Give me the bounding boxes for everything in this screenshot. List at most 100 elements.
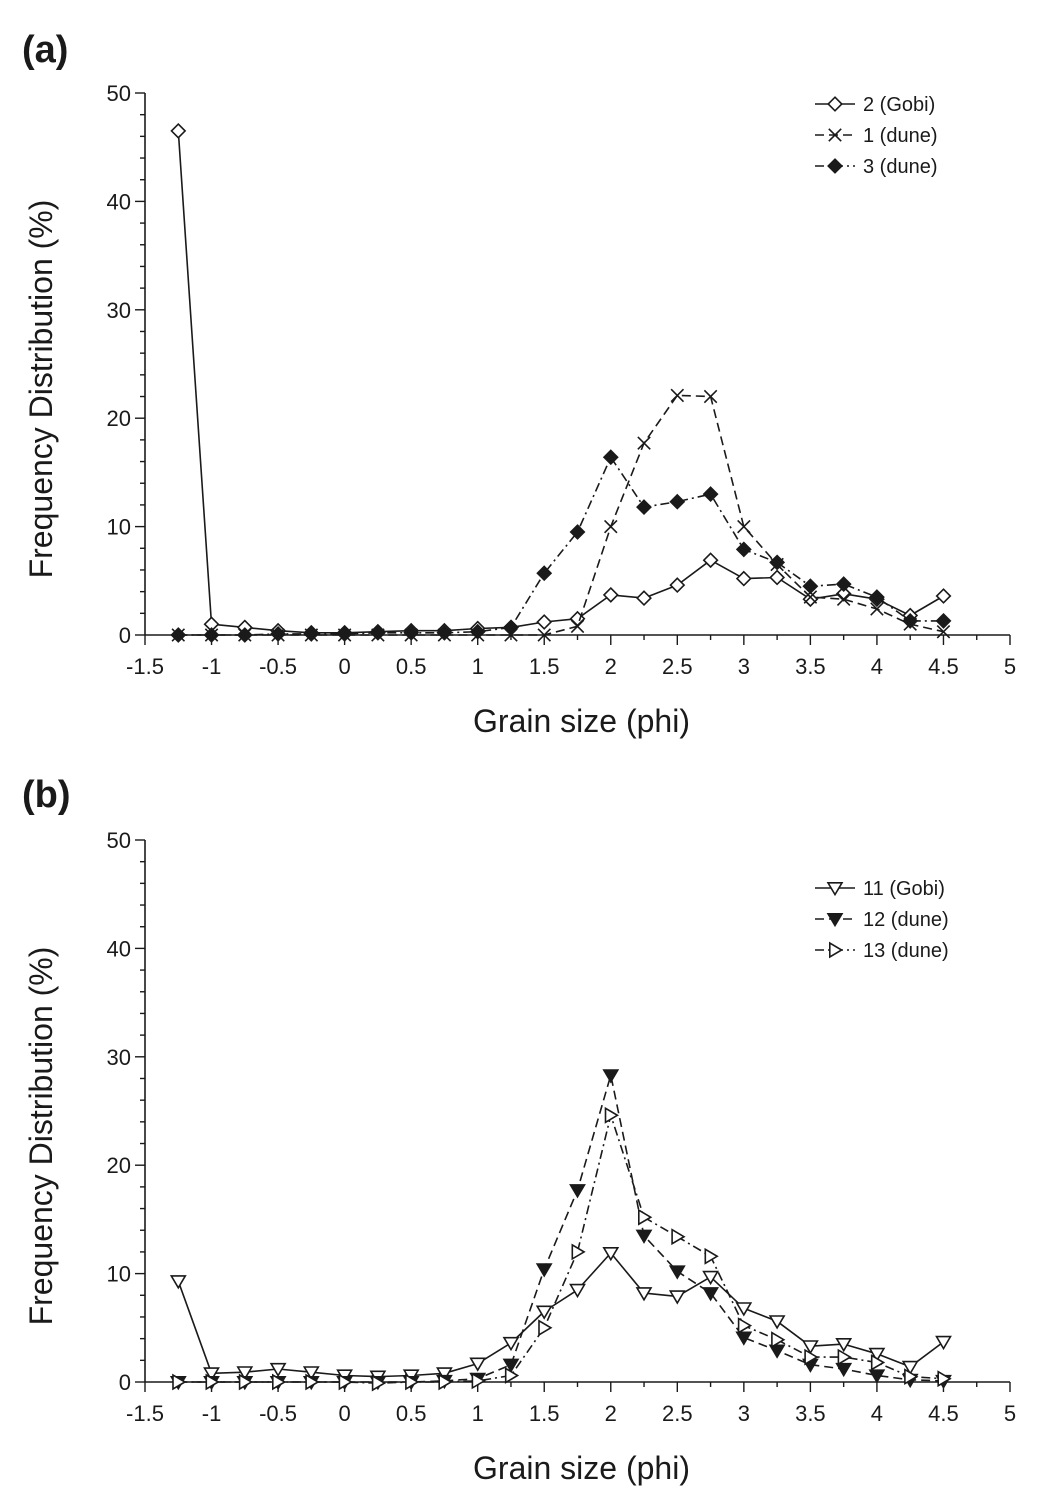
data-point xyxy=(737,1317,753,1334)
data-point xyxy=(504,1367,520,1384)
x-tick-label: -1 xyxy=(202,654,222,679)
y-tick-label: 30 xyxy=(107,298,131,323)
data-point xyxy=(735,1331,753,1346)
data-point-stroke xyxy=(637,436,651,450)
legend-label: 13 (dune) xyxy=(863,940,949,962)
data-point xyxy=(502,1336,520,1352)
data-point xyxy=(870,602,884,616)
data-point xyxy=(769,554,786,571)
data-point xyxy=(670,388,685,403)
data-point xyxy=(935,1335,952,1351)
data-point xyxy=(536,565,553,582)
x-tick-label: 5 xyxy=(1004,654,1016,679)
data-point xyxy=(735,1302,753,1317)
x-tick-label: -1.5 xyxy=(126,654,164,679)
x-tick-label: 4.5 xyxy=(928,654,959,679)
data-point xyxy=(668,1290,686,1305)
data-point xyxy=(635,1287,653,1302)
data-point-stroke xyxy=(836,592,851,606)
data-point xyxy=(702,1270,719,1286)
data-point xyxy=(703,389,718,404)
data-point xyxy=(536,614,553,630)
data-point xyxy=(438,1373,453,1391)
data-point xyxy=(602,1069,620,1084)
data-point xyxy=(635,1229,653,1244)
data-point xyxy=(937,1370,952,1388)
data-point xyxy=(469,1357,487,1372)
data-point xyxy=(236,627,253,643)
data-point xyxy=(835,585,852,602)
series-line xyxy=(178,1074,944,1383)
y-tick-label: 10 xyxy=(107,1262,131,1287)
x-tick-label: 3.5 xyxy=(795,654,826,679)
data-point xyxy=(336,625,353,642)
x-tick-label: 3 xyxy=(738,1401,750,1426)
data-point xyxy=(668,1265,686,1280)
data-point xyxy=(835,576,852,593)
data-point xyxy=(704,1247,719,1265)
data-point xyxy=(769,569,786,586)
series-line xyxy=(178,394,944,636)
data-point-stroke xyxy=(870,602,884,616)
x-tick-label: -0.5 xyxy=(259,654,297,679)
y-tick-label: 0 xyxy=(119,1370,131,1395)
x-tick-label: 2 xyxy=(605,1401,617,1426)
y-tick-label: 0 xyxy=(119,623,131,648)
data-point xyxy=(802,578,819,595)
data-point xyxy=(901,1360,919,1376)
data-point xyxy=(269,1362,287,1378)
series-3 xyxy=(170,449,952,643)
data-point xyxy=(804,1348,819,1366)
data-point-stroke xyxy=(936,624,951,639)
data-point xyxy=(170,122,187,139)
data-point xyxy=(637,436,651,450)
x-tick-label: 1.5 xyxy=(529,1401,560,1426)
legend-label: 11 (Gobi) xyxy=(863,878,945,900)
data-point xyxy=(835,1338,853,1353)
data-point xyxy=(868,589,885,606)
x-tick-label: 1 xyxy=(472,1401,484,1426)
data-point xyxy=(570,619,585,634)
y-tick-label: 50 xyxy=(107,81,131,106)
data-point xyxy=(604,1106,619,1124)
data-point-stroke xyxy=(703,389,718,404)
data-point xyxy=(436,624,453,641)
legend-label: 1 (dune) xyxy=(863,125,938,147)
legend-marker-stroke xyxy=(828,128,842,142)
x-tick-label: -1.5 xyxy=(126,1401,164,1426)
x-tick-label: 3 xyxy=(738,654,750,679)
data-point xyxy=(904,1368,919,1385)
chart-a: (a) 0 10 20 30 40 50 -1.5 -1 -0.5 0 0.5 1 1.5 2 2.5 3 3.5… xyxy=(22,29,1016,739)
data-point xyxy=(203,1367,220,1382)
series-2 xyxy=(171,388,951,642)
data-point xyxy=(702,552,719,569)
x-tick-label: -0.5 xyxy=(259,1401,297,1426)
data-point xyxy=(170,627,187,643)
legend: 11 (Gobi) 12 (dune) 13 (dune) xyxy=(815,878,949,962)
data-point xyxy=(636,590,652,607)
series-line xyxy=(177,1252,944,1378)
series-1 xyxy=(169,1247,952,1385)
data-point xyxy=(338,1373,353,1391)
data-point xyxy=(669,577,686,594)
data-point xyxy=(537,628,551,642)
data-point xyxy=(436,1367,453,1382)
panel-label: (b) xyxy=(22,774,71,816)
x-tick-label: 4 xyxy=(871,654,883,679)
series-1 xyxy=(170,122,952,641)
data-point xyxy=(471,1372,486,1390)
data-point xyxy=(735,541,752,558)
data-point xyxy=(868,1369,886,1384)
y-tick-label: 50 xyxy=(107,828,131,853)
legend-marker xyxy=(827,96,843,112)
data-point xyxy=(469,623,486,640)
data-point xyxy=(271,1373,287,1391)
x-tick-label: 5 xyxy=(1004,1401,1016,1426)
data-point xyxy=(569,524,586,540)
y-tick-label: 20 xyxy=(107,1153,131,1178)
x-tick-label: 2.5 xyxy=(662,1401,693,1426)
y-axis-title: Frequency Distribution (%) xyxy=(23,947,59,1326)
series-line xyxy=(177,130,944,634)
y-tick-label: 40 xyxy=(107,936,131,961)
data-point xyxy=(702,486,719,503)
